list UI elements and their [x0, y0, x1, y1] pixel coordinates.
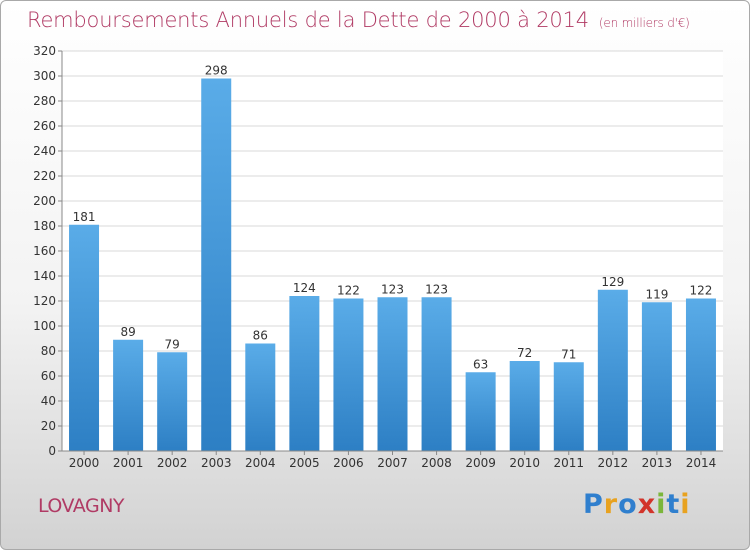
x-tick-label: 2001: [113, 456, 144, 470]
bar-value-label: 181: [73, 210, 96, 224]
y-tick-label: 320: [33, 44, 56, 58]
y-tick-label: 100: [33, 319, 56, 333]
chart-subtitle: (en milliers d'€): [598, 16, 690, 30]
y-tick-label: 160: [33, 244, 56, 258]
chart-title: Remboursements Annuels de la Dette de 20…: [27, 8, 690, 32]
proxiti-logo: Proxiti: [583, 489, 691, 520]
x-tick-label: 2005: [289, 456, 320, 470]
bar-value-label: 89: [120, 325, 135, 339]
x-tick-label: 2007: [377, 456, 408, 470]
bar-2006: [333, 298, 364, 451]
bar-value-label: 86: [253, 329, 268, 343]
y-tick-label: 260: [33, 119, 56, 133]
x-tick-label: 2011: [553, 456, 584, 470]
bar-value-label: 122: [690, 284, 713, 298]
x-tick-label: 2014: [686, 456, 717, 470]
chart-title-text: Remboursements Annuels de la Dette de 20…: [27, 8, 589, 32]
bar-value-label: 122: [337, 284, 360, 298]
bar-2002: [157, 352, 188, 451]
x-tick-label: 2002: [157, 456, 188, 470]
bar-2000: [69, 224, 100, 451]
logo-letter: x: [637, 489, 657, 520]
logo-letter: i: [656, 489, 667, 520]
bar-value-label: 124: [293, 281, 316, 295]
y-tick-label: 120: [33, 294, 56, 308]
y-tick-label: 280: [33, 94, 56, 108]
bar-2009: [465, 372, 496, 451]
bar-2012: [597, 289, 628, 451]
bar-2004: [245, 343, 276, 451]
y-tick-label: 240: [33, 144, 56, 158]
y-tick-label: 80: [41, 344, 56, 358]
bar-value-label: 63: [473, 357, 488, 371]
bar-value-label: 298: [205, 64, 228, 78]
bar-2010: [509, 361, 540, 451]
bar-value-label: 119: [645, 287, 668, 301]
bar-value-label: 71: [561, 347, 576, 361]
bar-2001: [113, 339, 144, 451]
y-tick-label: 40: [41, 394, 56, 408]
x-tick-label: 2008: [421, 456, 452, 470]
bar-value-label: 123: [381, 282, 404, 296]
bar-2007: [377, 297, 408, 451]
commune-name: LOVAGNY: [38, 495, 125, 517]
logo-letter: i: [680, 489, 691, 520]
x-tick-label: 2012: [598, 456, 629, 470]
x-tick-label: 2013: [642, 456, 673, 470]
bar-2014: [685, 298, 716, 451]
bar-value-label: 72: [517, 346, 532, 360]
y-tick-label: 300: [33, 69, 56, 83]
bar-2008: [421, 297, 452, 451]
logo-letter: o: [618, 489, 638, 520]
bar-2005: [289, 296, 320, 451]
y-tick-label: 20: [41, 419, 56, 433]
y-tick-label: 180: [33, 219, 56, 233]
x-tick-label: 2000: [69, 456, 100, 470]
bar-value-label: 123: [425, 282, 448, 296]
y-tick-label: 60: [41, 369, 56, 383]
x-tick-label: 2010: [509, 456, 540, 470]
bar-2003: [201, 78, 232, 451]
y-tick-label: 140: [33, 269, 56, 283]
bar-2013: [641, 302, 672, 451]
bar-value-label: 129: [601, 275, 624, 289]
y-tick-label: 220: [33, 169, 56, 183]
y-tick-label: 200: [33, 194, 56, 208]
bar-value-label: 79: [165, 337, 180, 351]
logo-letter: P: [583, 489, 604, 520]
y-tick-label: 0: [48, 444, 56, 458]
logo-letter: r: [603, 489, 619, 520]
x-tick-label: 2006: [333, 456, 364, 470]
logo-letter: t: [666, 489, 681, 520]
x-tick-label: 2004: [245, 456, 276, 470]
x-tick-label: 2003: [201, 456, 232, 470]
bar-2011: [553, 362, 584, 451]
x-tick-label: 2009: [465, 456, 496, 470]
